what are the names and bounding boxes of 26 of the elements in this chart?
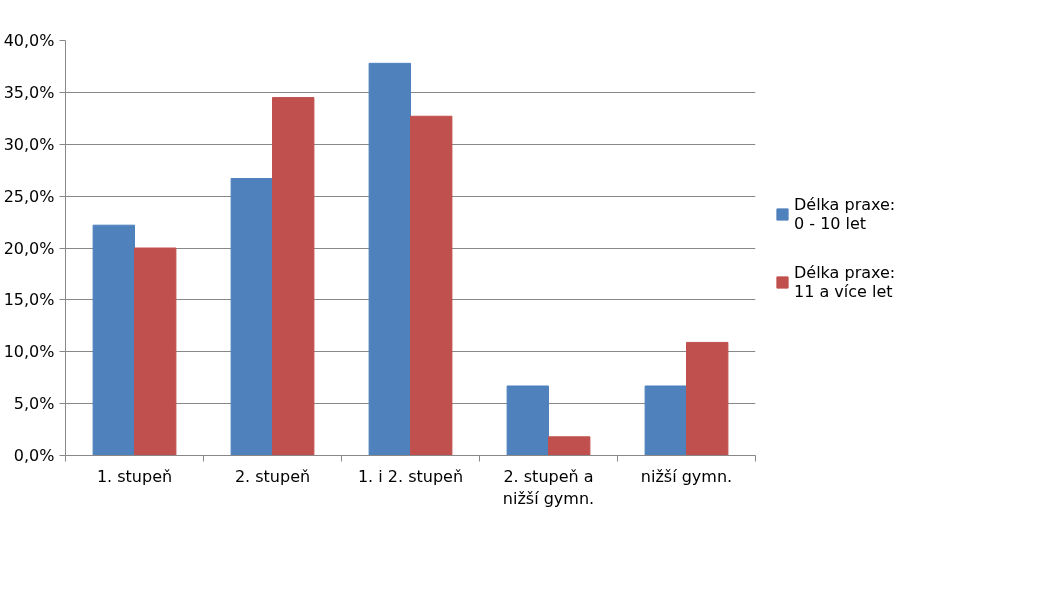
bar (92, 224, 135, 456)
y-tick-label: 25,0% (3, 186, 55, 206)
x-tick-label: nižší gymn. (640, 466, 733, 486)
y-tick-label: 35,0% (3, 82, 55, 102)
y-tick-label: 5,0% (13, 394, 55, 414)
y-tick-label: 20,0% (3, 238, 55, 258)
bar (410, 115, 453, 456)
bar (230, 177, 273, 456)
legend-label: Délka praxe: 0 - 10 let (794, 194, 896, 233)
bar (506, 385, 549, 456)
y-tick-label: 10,0% (3, 342, 55, 362)
bar (686, 341, 729, 456)
bar (272, 97, 315, 456)
y-tick-label: 15,0% (3, 290, 55, 310)
legend-label: Délka praxe: 11 a více let (794, 262, 896, 301)
bar (368, 62, 411, 456)
y-tick-label: 40,0% (3, 31, 55, 50)
x-tick-label: 1. stupeň (96, 466, 173, 486)
bar (644, 385, 687, 456)
bar (134, 247, 177, 456)
y-tick-label: 0,0% (13, 446, 55, 465)
x-tick-label: 1. i 2. stupeň (357, 466, 464, 486)
x-tick-label: 2. stupeň a nižší gymn. (502, 466, 595, 509)
y-tick-label: 30,0% (3, 134, 55, 154)
bar (548, 436, 591, 456)
x-tick-label: 2. stupeň (234, 466, 311, 486)
